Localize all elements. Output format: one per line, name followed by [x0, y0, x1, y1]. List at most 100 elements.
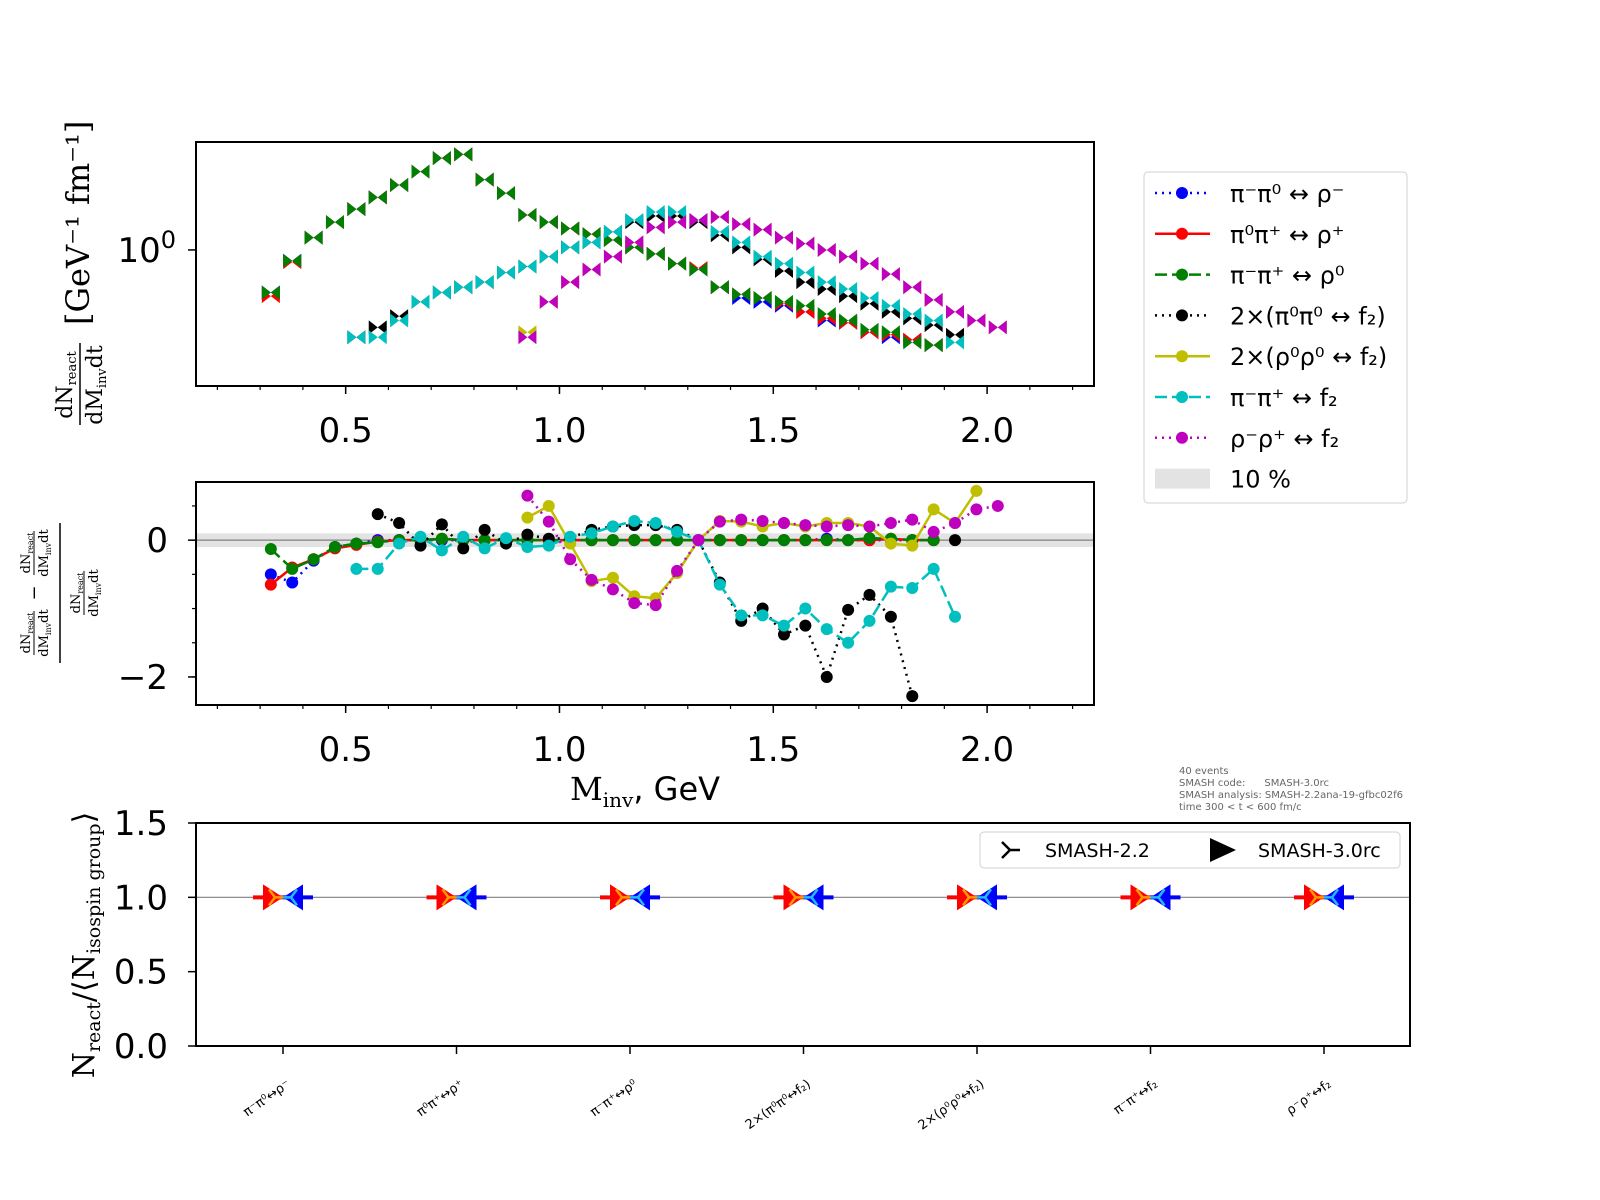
- spectrum-point: [753, 222, 772, 237]
- ratio-legend: SMASH-2.2 SMASH-3.0rc: [979, 831, 1401, 869]
- ratio-point-smash-2-2: [630, 888, 645, 907]
- difference-point: [435, 544, 448, 557]
- ratio-point-smash-2-2: [283, 888, 298, 907]
- legend-entry: π⁻π⁰ ↔ ρ⁻: [1155, 180, 1344, 208]
- ratio-point-group: [1120, 884, 1181, 911]
- spectrum-point: [774, 230, 793, 245]
- spectrum-point: [582, 227, 601, 242]
- ratio-axes-frame: [195, 822, 1411, 1047]
- difference-point: [414, 539, 427, 552]
- difference-ylabel: dNreact dMinvdt − dNreact dMinvdt dNreac…: [19, 523, 103, 663]
- ratio-point-smash-2-2: [1324, 888, 1339, 907]
- difference-point: [756, 514, 769, 527]
- spectrum-point: [368, 190, 387, 205]
- spectrum-point: [903, 335, 922, 350]
- spectrum-point: [668, 256, 687, 271]
- spectrum-point: [539, 294, 558, 309]
- ylabel-den: dMinvdt: [83, 345, 110, 425]
- info-time: time 300 < t < 600 fm/c: [1179, 802, 1302, 813]
- ratio-point-smash-3-0rc: [1324, 884, 1344, 911]
- legend-entry: π⁰π⁺ ↔ ρ⁺: [1155, 221, 1344, 249]
- spectrum-point: [924, 338, 943, 353]
- ratio-point-smash-2-2: [977, 888, 992, 907]
- difference-point: [692, 534, 705, 547]
- difference-point: [649, 534, 662, 547]
- difference-point: [777, 534, 790, 547]
- difference-point: [927, 525, 940, 538]
- ylabel-minus: −: [24, 585, 45, 600]
- spectrum-point: [860, 322, 879, 337]
- difference-point: [884, 537, 897, 550]
- difference-point: [521, 528, 534, 541]
- legend-label: π⁻π⁰ ↔ ρ⁻: [1230, 180, 1344, 208]
- spectrum-point: [732, 217, 751, 232]
- y-tick-label: 0.5: [114, 953, 168, 993]
- difference-point: [371, 508, 384, 521]
- spectrum-point: [839, 313, 858, 328]
- ratio-point-smash-3-0rc: [456, 884, 477, 911]
- difference-panel: 0.5 1.0 1.5 2.0 0 −2: [118, 481, 1095, 770]
- legend-entry: 2×(π⁰π⁰ ↔ f₂): [1155, 302, 1386, 330]
- difference-series: [521, 489, 1004, 612]
- spectrum-point: [518, 259, 537, 274]
- spectrum-point: [817, 275, 836, 290]
- spectrum-point: [625, 212, 644, 227]
- difference-point: [842, 603, 855, 616]
- ratio-point-smash-3-0rc: [436, 884, 457, 911]
- ratio-legend-label: SMASH-3.0rc: [1258, 840, 1381, 862]
- spectrum-point: [817, 307, 836, 322]
- spectrum-point: [539, 215, 558, 230]
- ratio-point-smash-3-0rc: [1130, 884, 1151, 911]
- spectrum-panel: 0.5 1.0 1.5 2.0 100: [117, 141, 1095, 451]
- legend-label: 2×(π⁰π⁰ ↔ f₂): [1230, 302, 1386, 330]
- ylabel-term-b-den: dMinvdt: [37, 529, 53, 577]
- difference-point: [863, 532, 876, 545]
- x-tick-label: 2.0: [960, 730, 1014, 770]
- difference-point: [820, 520, 833, 533]
- difference-point: [606, 520, 619, 533]
- spectrum-point: [839, 289, 858, 304]
- spectrum-point: [283, 253, 302, 268]
- difference-point: [756, 534, 769, 547]
- info-events: 40 events: [1179, 766, 1229, 777]
- spectrum-point: [304, 230, 323, 245]
- difference-point: [542, 499, 555, 512]
- difference-point: [949, 534, 962, 547]
- difference-point: [542, 515, 555, 528]
- difference-point: [927, 534, 940, 547]
- legend-band-label: 10 %: [1230, 466, 1291, 494]
- difference-point: [478, 542, 491, 555]
- ratio-point-smash-2-2: [1135, 888, 1151, 907]
- difference-point: [628, 514, 641, 527]
- ratio-point-group: [1294, 884, 1354, 911]
- spectrum-point: [454, 280, 473, 295]
- difference-point: [435, 518, 448, 531]
- ratio-point-smash-2-2: [615, 888, 630, 907]
- spectrum-point: [689, 262, 708, 277]
- ratio-point-smash-2-2: [456, 888, 472, 907]
- legend-label: 2×(ρ⁰ρ⁰ ↔ f₂): [1230, 343, 1387, 371]
- spectrum-point: [411, 164, 430, 179]
- ylabel-denominator-den: dMinvdt: [87, 569, 103, 617]
- ratio-point-smash-2-2: [1150, 888, 1166, 907]
- legend-label: π⁻π⁺ ↔ f₂: [1230, 384, 1338, 412]
- spectrum-point: [497, 186, 516, 201]
- difference-point: [799, 602, 812, 615]
- difference-point: [820, 623, 833, 636]
- difference-point: [863, 520, 876, 533]
- legend-marker: [1176, 268, 1188, 281]
- difference-point: [606, 571, 619, 584]
- difference-point: [713, 534, 726, 547]
- difference-point: [842, 636, 855, 649]
- ratio-point-smash-3-0rc: [977, 884, 997, 911]
- difference-point: [350, 562, 363, 575]
- y-tick-label: 1.5: [114, 804, 168, 844]
- legend-marker: [1176, 391, 1188, 403]
- legend-label: ρ⁻ρ⁺ ↔ f₂: [1230, 425, 1339, 453]
- difference-point: [649, 599, 662, 612]
- difference-point: [927, 503, 940, 516]
- ratio-point-group: [947, 884, 1007, 911]
- spectrum-point: [668, 205, 687, 220]
- legend-label: π⁻π⁺ ↔ ρ⁰: [1230, 262, 1344, 290]
- difference-line: [526, 494, 998, 607]
